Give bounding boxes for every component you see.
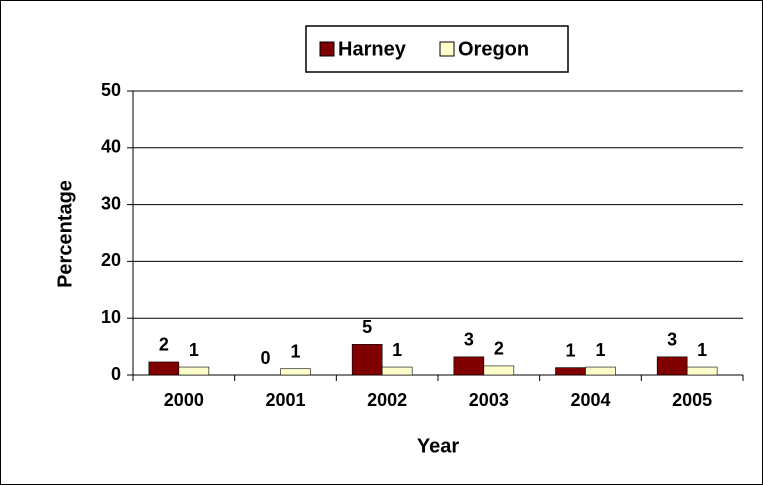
legend-label: Oregon [458,38,529,60]
data-label: 1 [565,340,575,360]
x-tick-label: 2001 [265,390,305,410]
data-label: 3 [464,330,474,350]
bar [483,365,515,376]
legend-swatch [439,41,455,57]
legend-box [305,25,569,73]
bar [351,344,383,376]
x-tick-label: 2000 [164,390,204,410]
x-tick-label: 2004 [570,390,610,410]
bar [656,356,688,376]
y-axis-label: Percentage [54,180,76,288]
data-label: 1 [697,340,707,360]
data-label: 2 [159,335,169,355]
bar [555,367,586,376]
bar [178,366,210,376]
legend-swatch [319,41,335,57]
bar [453,356,485,376]
data-label: 2 [494,339,504,359]
bar [148,361,180,376]
data-label: 1 [189,340,199,360]
bar [585,366,616,376]
x-tick-label: 2002 [367,390,407,410]
y-tick-label: 10 [101,307,121,327]
legend-label: Harney [338,38,407,60]
x-axis-label: Year [417,435,459,457]
bar [280,368,311,376]
bar [381,366,413,376]
y-tick-label: 30 [101,193,121,213]
y-tick-label: 50 [101,80,121,100]
data-label: 5 [362,317,372,337]
x-tick-label: 2005 [672,390,712,410]
data-label: 1 [392,340,402,360]
y-tick-label: 40 [101,137,121,157]
data-label: 1 [290,342,300,362]
data-label: 0 [260,348,270,368]
bar [686,366,718,376]
data-label: 3 [667,330,677,350]
data-label: 1 [595,340,605,360]
y-tick-label: 20 [101,250,121,270]
y-tick-label: 0 [111,364,121,384]
x-tick-label: 2003 [469,390,509,410]
